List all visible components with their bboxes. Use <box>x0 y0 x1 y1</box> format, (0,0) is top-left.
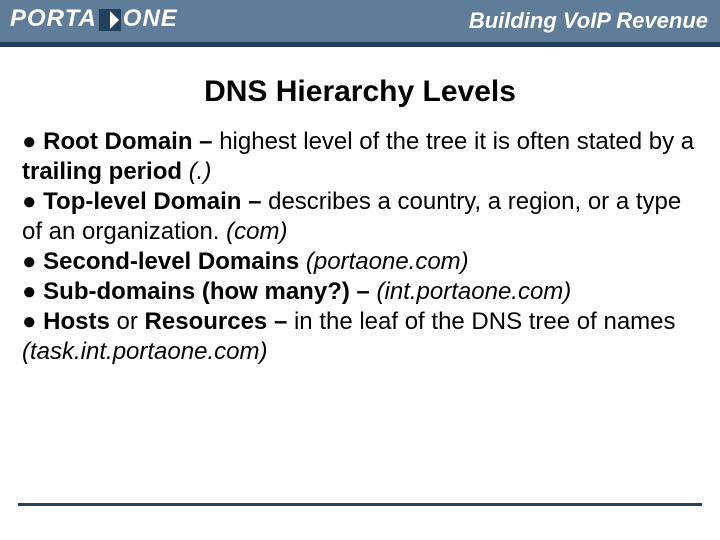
text-run: ● <box>22 278 43 305</box>
text-run: (int.portaone.com) <box>377 278 572 305</box>
logo-right: ONE <box>123 5 178 33</box>
footer-line <box>18 503 702 506</box>
logo: PORTA ONE <box>10 5 178 33</box>
bullet-item: ● Second-level Domains (portaone.com) <box>22 247 698 277</box>
text-run: highest level of the tree it is often st… <box>219 128 694 155</box>
bullet-item: ● Hosts or Resources – in the leaf of th… <box>22 307 698 367</box>
text-run: ● <box>22 188 43 215</box>
text-run: ● <box>22 248 43 275</box>
slide: PORTA ONE Building VoIP Revenue DNS Hier… <box>0 0 720 540</box>
bullet-item: ● Root Domain – highest level of the tre… <box>22 127 698 187</box>
slide-body: ● Root Domain – highest level of the tre… <box>0 127 720 367</box>
text-run: (task.int.portaone.com) <box>22 338 267 365</box>
text-run: Hosts <box>43 308 116 335</box>
logo-square-icon <box>99 9 121 31</box>
header-bar: PORTA ONE Building VoIP Revenue <box>0 0 720 47</box>
text-run: Root Domain – <box>43 128 219 155</box>
tagline: Building VoIP Revenue <box>469 8 708 34</box>
text-run: (.) <box>189 158 212 185</box>
text-run: ● <box>22 308 43 335</box>
bullet-item: ● Sub-domains (how many?) – (int.portaon… <box>22 277 698 307</box>
text-run: trailing period <box>22 158 189 185</box>
text-run: (com) <box>226 218 287 245</box>
text-run: (portaone.com) <box>306 248 469 275</box>
text-run: Sub-domains (how many?) – <box>43 278 376 305</box>
text-run: Top-level Domain – <box>43 188 268 215</box>
slide-title: DNS Hierarchy Levels <box>0 75 720 109</box>
bullet-item: ● Top-level Domain – describes a country… <box>22 187 698 247</box>
text-run: or <box>117 308 145 335</box>
text-run: in the leaf of the DNS tree of names <box>294 308 676 335</box>
text-run: Second-level Domains <box>43 248 306 275</box>
logo-left: PORTA <box>10 5 97 33</box>
text-run: ● <box>22 128 43 155</box>
text-run: Resources – <box>145 308 294 335</box>
